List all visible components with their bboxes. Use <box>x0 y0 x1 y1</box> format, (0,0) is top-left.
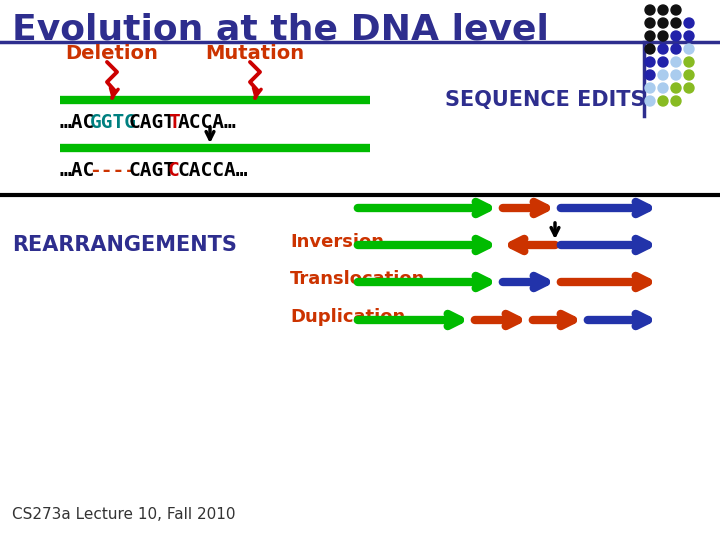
Text: Deletion: Deletion <box>66 44 158 63</box>
Circle shape <box>671 44 681 54</box>
Circle shape <box>645 57 655 67</box>
Text: Duplication: Duplication <box>290 308 405 326</box>
Circle shape <box>645 18 655 28</box>
Text: …AC: …AC <box>60 161 95 180</box>
Circle shape <box>645 5 655 15</box>
Circle shape <box>671 83 681 93</box>
Text: C: C <box>168 161 179 180</box>
Circle shape <box>684 70 694 80</box>
Text: CACCA…: CACCA… <box>178 161 248 180</box>
Text: SEQUENCE EDITS: SEQUENCE EDITS <box>445 90 645 110</box>
Text: GGTG: GGTG <box>89 113 136 132</box>
Circle shape <box>645 96 655 106</box>
Circle shape <box>671 57 681 67</box>
Circle shape <box>645 44 655 54</box>
Text: T: T <box>168 113 179 132</box>
Circle shape <box>658 44 668 54</box>
Text: ACCA…: ACCA… <box>178 113 236 132</box>
Circle shape <box>658 18 668 28</box>
Circle shape <box>658 83 668 93</box>
Text: CS273a Lecture 10, Fall 2010: CS273a Lecture 10, Fall 2010 <box>12 507 235 522</box>
Circle shape <box>645 31 655 41</box>
Text: Translocation: Translocation <box>290 270 426 288</box>
Circle shape <box>671 5 681 15</box>
Text: CAGT: CAGT <box>129 113 176 132</box>
Text: Mutation: Mutation <box>205 44 305 63</box>
Circle shape <box>658 70 668 80</box>
Circle shape <box>671 96 681 106</box>
Circle shape <box>645 83 655 93</box>
Circle shape <box>684 57 694 67</box>
Circle shape <box>684 83 694 93</box>
Text: CAGT: CAGT <box>129 161 176 180</box>
Text: …AC: …AC <box>60 113 95 132</box>
Circle shape <box>684 44 694 54</box>
Text: REARRANGEMENTS: REARRANGEMENTS <box>12 235 237 255</box>
Circle shape <box>658 31 668 41</box>
Circle shape <box>645 70 655 80</box>
Circle shape <box>658 96 668 106</box>
Circle shape <box>671 70 681 80</box>
Circle shape <box>684 31 694 41</box>
Circle shape <box>671 18 681 28</box>
Text: Inversion: Inversion <box>290 233 384 251</box>
Circle shape <box>658 57 668 67</box>
Text: ----: ---- <box>89 161 136 180</box>
Circle shape <box>658 5 668 15</box>
Circle shape <box>684 18 694 28</box>
Text: Evolution at the DNA level: Evolution at the DNA level <box>12 12 549 46</box>
Circle shape <box>671 31 681 41</box>
